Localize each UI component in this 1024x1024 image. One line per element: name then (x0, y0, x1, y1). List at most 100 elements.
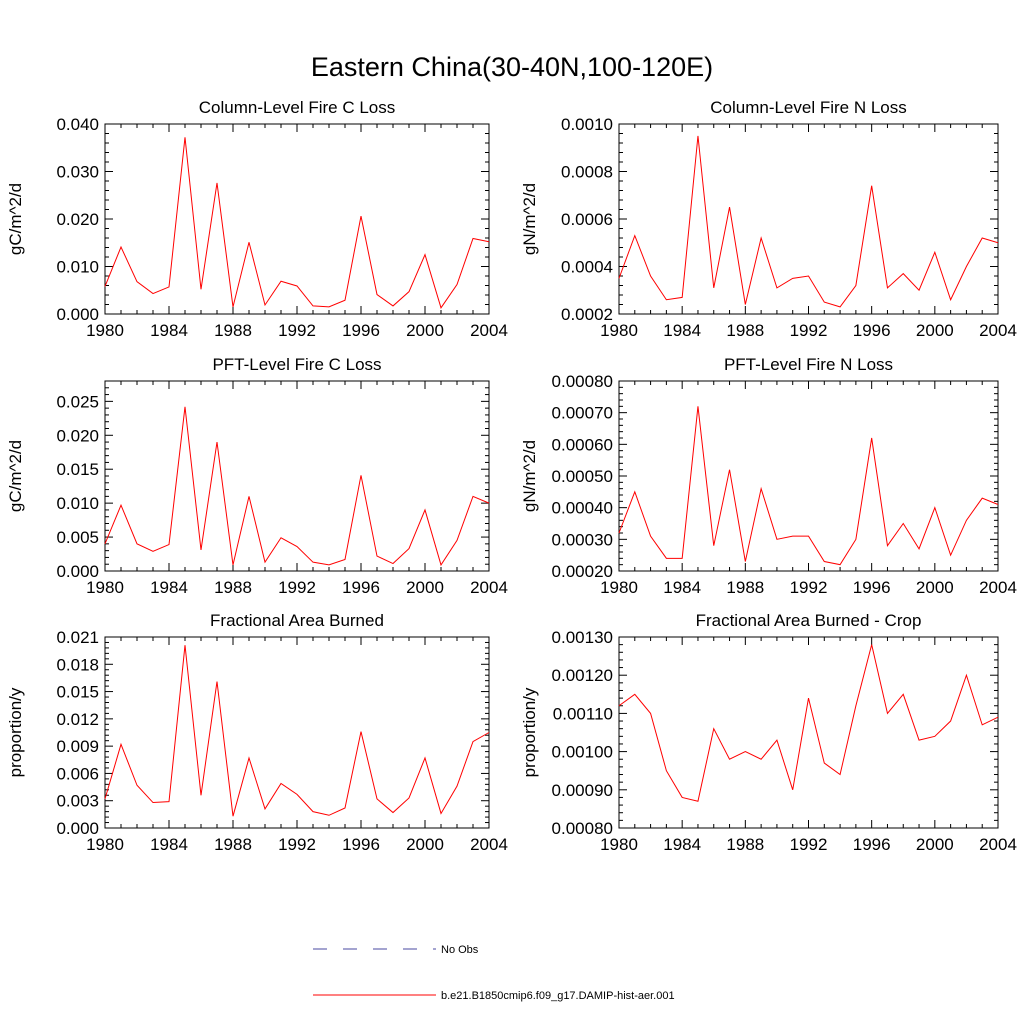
y-tick-label: 0.009 (56, 737, 99, 756)
x-tick-label: 1988 (726, 835, 764, 854)
plot-frame (104, 636, 490, 829)
x-tick-label: 1988 (726, 321, 764, 340)
y-axis-label: gC/m^2/d (6, 440, 25, 512)
series-line-1 (618, 644, 999, 802)
chart-panel-2: Column-Level Fire N Loss gN/m^2/d 1980 1984… (520, 98, 1017, 340)
y-tick-label: 0.003 (56, 792, 99, 811)
series-line-1 (618, 135, 999, 308)
y-tick-label: 0.00030 (552, 530, 613, 549)
y-tick-label: 0.025 (56, 392, 99, 411)
y-tick-label: 0.00060 (552, 435, 613, 454)
y-tick-label: 0.0002 (561, 305, 613, 324)
y-tick-label: 0.040 (56, 115, 99, 134)
legend-obs-label: No Obs (441, 944, 479, 956)
y-axis-label: proportion/y (6, 687, 25, 777)
x-tick-label: 1984 (663, 835, 701, 854)
y-tick-label: 0.00100 (552, 743, 613, 762)
x-tick-label: 1992 (278, 835, 316, 854)
y-tick-label: 0.012 (56, 710, 99, 729)
x-tick-label: 1996 (853, 578, 891, 597)
y-tick-label: 0.0004 (561, 258, 613, 277)
y-tick-label: 0.00090 (552, 781, 613, 800)
x-tick-label: 2004 (470, 835, 508, 854)
plot-frame (104, 380, 490, 572)
y-tick-label: 0.000 (56, 562, 99, 581)
y-tick-label: 0.0006 (561, 210, 613, 229)
x-tick-label: 1980 (86, 578, 124, 597)
x-tick-label: 2004 (470, 578, 508, 597)
x-tick-label: 1988 (214, 321, 252, 340)
x-tick-label: 1984 (663, 578, 701, 597)
y-axis-label: gN/m^2/d (520, 183, 539, 255)
chart-panels: Column-Level Fire C Loss gC/m^2/d 1980 1984… (6, 98, 1017, 854)
x-tick-label: 1980 (600, 321, 638, 340)
y-axis-label: gN/m^2/d (520, 440, 539, 512)
x-tick-label: 1984 (150, 578, 188, 597)
y-tick-label: 0.00080 (552, 819, 613, 838)
plot-frame (618, 123, 999, 315)
x-tick-label: 2000 (916, 578, 954, 597)
panel-title: Fractional Area Burned (210, 611, 384, 630)
chart-panel-1: Column-Level Fire C Loss gC/m^2/d 1980 1984… (6, 98, 508, 340)
x-tick-label: 1996 (342, 578, 380, 597)
y-axis-label: gC/m^2/d (6, 183, 25, 255)
x-tick-label: 1988 (214, 578, 252, 597)
y-tick-label: 0.006 (56, 764, 99, 783)
series-line-1 (104, 645, 490, 817)
y-tick-label: 0.015 (56, 460, 99, 479)
y-tick-label: 0.00080 (552, 372, 613, 391)
plot-frame (618, 380, 999, 572)
x-tick-label: 1980 (600, 578, 638, 597)
y-tick-label: 0.00020 (552, 562, 613, 581)
x-tick-label: 1984 (663, 321, 701, 340)
x-tick-label: 1984 (150, 321, 188, 340)
x-tick-label: 1992 (790, 321, 828, 340)
x-tick-label: 1980 (86, 835, 124, 854)
series-line-1 (104, 406, 490, 567)
series-line-1 (104, 137, 490, 309)
plot-frame (618, 636, 999, 829)
y-tick-label: 0.000 (56, 305, 99, 324)
y-tick-label: 0.0008 (561, 163, 613, 182)
x-tick-label: 1996 (853, 835, 891, 854)
x-tick-label: 2004 (979, 578, 1017, 597)
x-tick-label: 1992 (790, 835, 828, 854)
x-tick-label: 2000 (916, 835, 954, 854)
x-tick-label: 1996 (342, 835, 380, 854)
figure-title: Eastern China(30-40N,100-120E) (311, 52, 713, 82)
legend: No Obs b.e21.B1850cmip6.f09_g17.DAMIP-hi… (313, 944, 675, 1002)
panel-title: Column-Level Fire N Loss (710, 98, 907, 117)
y-tick-label: 0.020 (56, 426, 99, 445)
y-tick-label: 0.010 (56, 494, 99, 513)
y-tick-label: 0.0010 (561, 115, 613, 134)
x-tick-label: 2004 (979, 835, 1017, 854)
x-tick-label: 2000 (406, 835, 444, 854)
legend-model-label: b.e21.B1850cmip6.f09_g17.DAMIP-hist-aer.… (441, 990, 675, 1002)
x-tick-label: 1996 (342, 321, 380, 340)
x-tick-label: 2000 (916, 321, 954, 340)
y-tick-label: 0.018 (56, 655, 99, 674)
x-tick-label: 1992 (790, 578, 828, 597)
chart-panel-3: PFT-Level Fire C Loss gC/m^2/d 1980 1984 198… (6, 355, 508, 597)
panel-title: PFT-Level Fire N Loss (724, 355, 893, 374)
x-tick-label: 2004 (979, 321, 1017, 340)
y-axis-label: proportion/y (520, 687, 539, 777)
x-tick-label: 2000 (406, 578, 444, 597)
y-tick-label: 0.021 (56, 628, 99, 647)
x-tick-label: 1988 (726, 578, 764, 597)
y-tick-label: 0.00120 (552, 666, 613, 685)
y-tick-label: 0.015 (56, 683, 99, 702)
y-tick-label: 0.00130 (552, 628, 613, 647)
x-tick-label: 1992 (278, 578, 316, 597)
y-tick-label: 0.000 (56, 819, 99, 838)
y-tick-label: 0.020 (56, 210, 99, 229)
y-tick-label: 0.030 (56, 163, 99, 182)
panel-title: PFT-Level Fire C Loss (212, 355, 381, 374)
chart-panel-6: Fractional Area Burned - Crop proportion/… (520, 611, 1017, 854)
panel-title: Fractional Area Burned - Crop (696, 611, 922, 630)
x-tick-label: 1988 (214, 835, 252, 854)
y-tick-label: 0.010 (56, 258, 99, 277)
y-tick-label: 0.005 (56, 528, 99, 547)
y-tick-label: 0.00110 (553, 704, 613, 723)
